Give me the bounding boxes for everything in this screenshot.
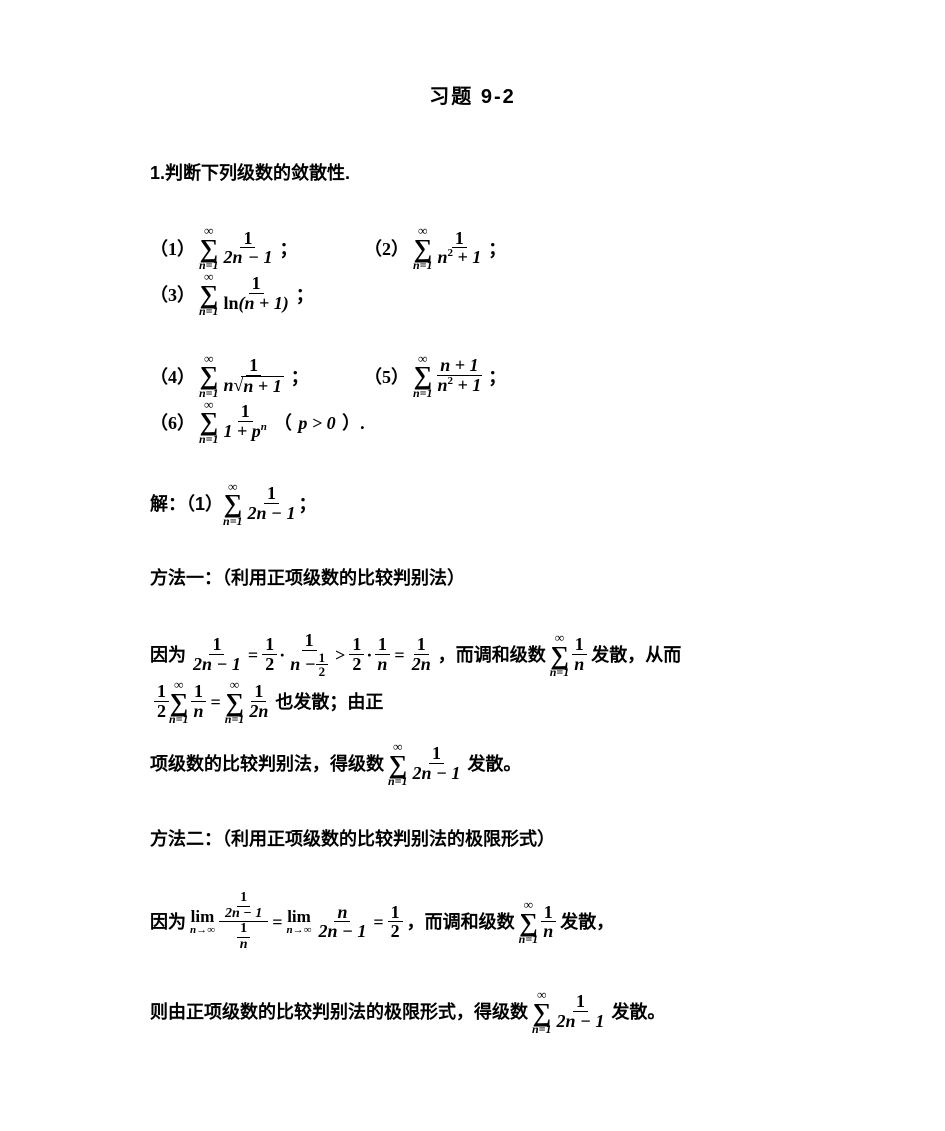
item-3: （3） ∞∑n=1 1ln(n + 1) ；	[150, 271, 380, 317]
item-expr: ∞∑n=1 1n2 + 1	[413, 225, 484, 271]
item-label: （2）	[364, 235, 409, 261]
solution-expr: ∞∑n=1 12n − 1	[223, 481, 298, 527]
text: 则由正项级数的比较判别法的极限形式，得级数	[150, 996, 528, 1028]
item-after: ；	[279, 235, 297, 261]
item-expr: ∞∑n=1 11 + pn	[199, 399, 270, 445]
item-4: （4） ∞∑n=1 1nn + 1 ；	[150, 353, 340, 399]
item-5: （5） ∞∑n=1 n + 1n2 + 1 ；	[364, 353, 534, 399]
item-expr: ∞∑n=1 1ln(n + 1)	[199, 271, 292, 317]
page-title: 习题 9-2	[150, 80, 795, 109]
text: 发散，从而	[591, 639, 681, 671]
text: 发散。	[467, 748, 521, 780]
half-harmonic: 12 ∞∑n=1 1n = ∞∑n=1 12n	[154, 679, 271, 725]
inequality-expr: 12n − 1 = 12 · 1n − 12 > 12 · 1n = 12n	[190, 631, 434, 679]
series-expr: ∞∑n=1 12n − 1	[532, 989, 607, 1035]
series-expr: ∞∑n=1 12n − 1	[388, 741, 463, 787]
text: 也发散；由正	[275, 686, 383, 718]
method2-title: 方法二：（利用正项级数的比较判别法的极限形式）	[150, 823, 795, 855]
item-label: （4）	[150, 363, 195, 389]
text: ，而调和级数	[438, 639, 546, 671]
paren-open: （	[274, 413, 292, 433]
item-expr: ∞∑n=1 n + 1n2 + 1	[413, 353, 484, 399]
items-row-1: （1） ∞∑n=1 12n − 1 ； （2） ∞∑n=1 1n2 + 1 ； …	[150, 225, 795, 317]
item-expr: ∞∑n=1 12n − 1	[199, 225, 275, 271]
harmonic-series: ∞∑n=1 1n	[519, 899, 557, 945]
item-6: （6） ∞∑n=1 11 + pn （ p > 0 ）.	[150, 399, 380, 445]
text: 发散，	[560, 906, 614, 938]
limit-expr: limn→∞ 12n − 1 1n = limn→∞ n2n − 1 = 12	[190, 891, 403, 953]
text: 因为	[150, 639, 186, 671]
solution-header: 解：（1） ∞∑n=1 12n − 1 ；	[150, 481, 795, 527]
item-after: （ p > 0 ）.	[274, 409, 365, 435]
paren-close: ）.	[342, 413, 365, 433]
p-condition: p > 0	[298, 413, 335, 434]
item-after: ；	[291, 363, 309, 389]
item-1: （1） ∞∑n=1 12n − 1 ；	[150, 225, 340, 271]
page: 习题 9-2 1.判断下列级数的敛散性. （1） ∞∑n=1 12n − 1 ；…	[0, 0, 945, 1131]
solution-prefix: 解：（1）	[150, 490, 223, 516]
method2-conclusion: 则由正项级数的比较判别法的极限形式，得级数 ∞∑n=1 12n − 1 发散。	[150, 989, 795, 1035]
item-expr: ∞∑n=1 1nn + 1	[199, 353, 287, 399]
text: 项级数的比较判别法，得级数	[150, 748, 384, 780]
method1-line2: 项级数的比较判别法，得级数 ∞∑n=1 12n − 1 发散。	[150, 741, 795, 787]
solution-suffix: ；	[298, 490, 316, 516]
item-after: ；	[488, 235, 506, 261]
item-2: （2） ∞∑n=1 1n2 + 1 ；	[364, 225, 534, 271]
item-after: ；	[488, 363, 506, 389]
items-row-2: （4） ∞∑n=1 1nn + 1 ； （5） ∞∑n=1 n + 1n2 + …	[150, 353, 795, 445]
text: 发散。	[611, 996, 665, 1028]
method1-line1: 因为 12n − 1 = 12 · 1n − 12 > 12 · 1n = 12…	[150, 631, 795, 725]
item-after: ；	[296, 281, 314, 307]
item-label: （5）	[364, 363, 409, 389]
text: ，而调和级数	[407, 906, 515, 938]
item-label: （6）	[150, 409, 195, 435]
text: 因为	[150, 906, 186, 938]
item-label: （1）	[150, 235, 195, 261]
item-label: （3）	[150, 281, 195, 307]
question-text: 1.判断下列级数的敛散性.	[150, 159, 795, 185]
method1-title: 方法一：（利用正项级数的比较判别法）	[150, 562, 795, 594]
harmonic-series: ∞∑n=1 1n	[550, 632, 588, 678]
method2-line1: 因为 limn→∞ 12n − 1 1n = limn→∞ n2n − 1 = …	[150, 891, 795, 953]
